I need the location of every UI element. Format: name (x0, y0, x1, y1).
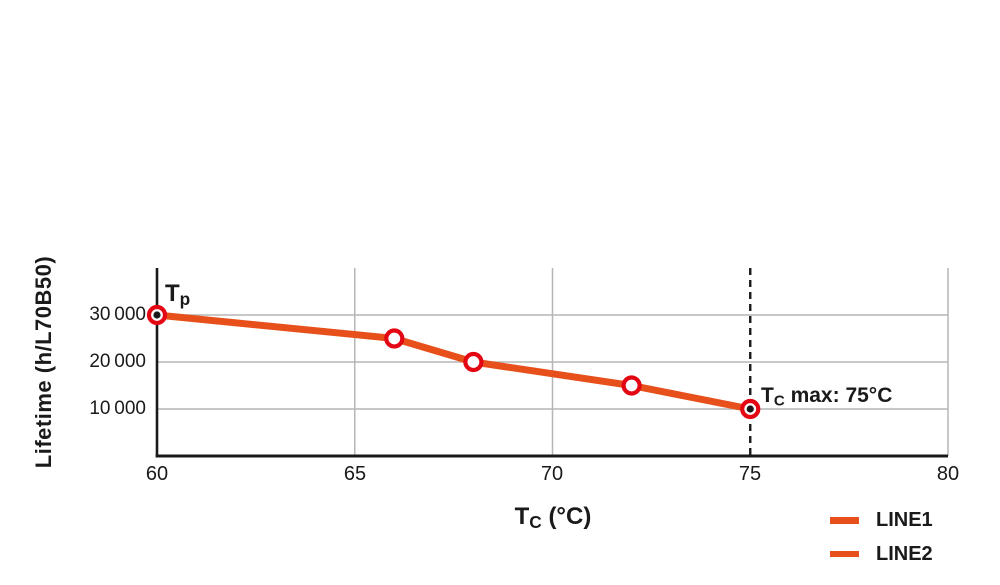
y-tick-label-10000: 10 000 (89, 398, 146, 419)
data-point-center-dot (746, 405, 754, 413)
x-axis-title: TC (°C) (514, 503, 592, 532)
legend-label-line2: LINE2 (876, 542, 933, 565)
x-tick-label-60: 60 (145, 463, 169, 485)
x-tick-label-70: 70 (540, 463, 564, 485)
data-point-marker (621, 375, 642, 396)
x-tick-label-65: 65 (343, 463, 367, 485)
line1-swatch-icon (830, 516, 859, 524)
legend-item-line1: LINE1 (830, 508, 933, 532)
legend-item-line2: LINE2 (830, 542, 933, 566)
x-tick-label-80: 80 (936, 463, 960, 485)
data-point-marker (384, 328, 405, 349)
data-point-center-dot (153, 311, 161, 319)
y-tick-label-30000: 30 000 (89, 304, 146, 325)
annotation-tp: Tp (165, 280, 191, 309)
annotation-tc-max: TC max: 75°C (761, 384, 893, 410)
chart-legend: LINE1 LINE2 (830, 508, 933, 576)
x-tick-label-75: 75 (738, 463, 762, 485)
data-point-marker (463, 351, 484, 373)
y-tick-label-20000: 20 000 (89, 351, 146, 372)
legend-label-line1: LINE1 (876, 508, 933, 531)
line2-swatch-icon (830, 551, 859, 557)
